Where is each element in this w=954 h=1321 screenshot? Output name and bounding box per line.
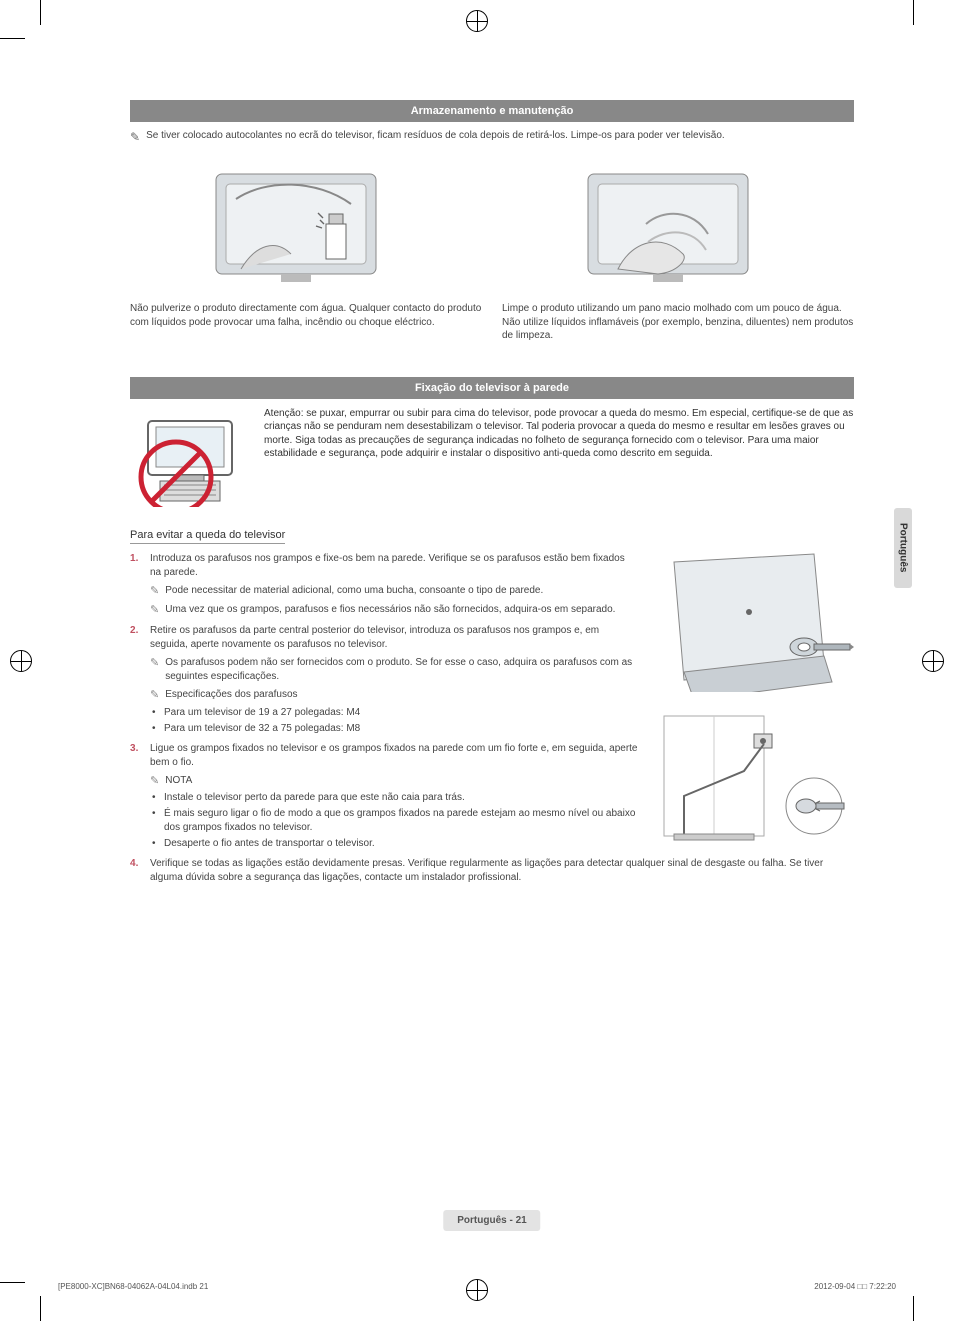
page-content: Armazenamento e manutenção ✎ Se tiver co…: [130, 100, 854, 1251]
section-title-wall: Fixação do televisor à parede: [130, 377, 854, 399]
li1-text: Introduza os parafusos nos grampos e fix…: [150, 553, 625, 578]
list-item-2: Retire os parafusos da parte central pos…: [130, 624, 638, 735]
crop-mark: [913, 1296, 914, 1321]
li1-note1: ✎ Pode necessitar de material adicional,…: [150, 584, 638, 599]
spray-tv-illustration: [130, 154, 482, 294]
list-col: Introduza os parafusos nos grampos e fix…: [130, 552, 638, 858]
warning-text: Atenção: se puxar, empurrar ou subir par…: [264, 407, 854, 507]
page-footer: Português - 21: [443, 1210, 540, 1231]
section-title-storage: Armazenamento e manutenção: [130, 100, 854, 122]
li1-note1-text: Pode necessitar de material adicional, c…: [165, 584, 543, 599]
note-icon: ✎: [150, 584, 159, 599]
registration-mark-icon: [466, 10, 488, 32]
main-list-cont: Verifique se todas as ligações estão dev…: [130, 857, 854, 885]
li1-note2: ✎ Uma vez que os grampos, parafusos e fi…: [150, 603, 638, 618]
wall-anchor-illustration: [654, 706, 854, 846]
warning-row: Atenção: se puxar, empurrar ou subir par…: [130, 407, 854, 507]
registration-mark-icon: [10, 650, 32, 672]
crop-mark: [913, 0, 914, 25]
subhead: Para evitar a queda do televisor: [130, 529, 285, 544]
right-caption: Limpe o produto utilizando um pano macio…: [502, 302, 854, 343]
note-icon: ✎: [150, 656, 159, 684]
registration-mark-icon: [466, 1279, 488, 1301]
list-item-4: Verifique se todas as ligações estão dev…: [130, 857, 854, 885]
subhead-wrap: Para evitar a queda do televisor: [130, 525, 854, 552]
li2-b1: Para um televisor de 19 a 27 polegadas: …: [150, 706, 638, 720]
content-row: Introduza os parafusos nos grampos e fix…: [130, 552, 854, 858]
right-col: Limpe o produto utilizando um pano macio…: [502, 154, 854, 343]
note-icon: ✎: [150, 774, 159, 789]
crop-mark: [0, 38, 25, 39]
top-note-text: Se tiver colocado autocolantes no ecrã d…: [146, 130, 725, 144]
li2-b2: Para um televisor de 32 a 75 polegadas: …: [150, 722, 638, 736]
side-tab-label: Português: [898, 523, 909, 572]
li3-note1: ✎ NOTA: [150, 774, 638, 789]
li2-note2: ✎ Especificações dos parafusos: [150, 688, 638, 703]
main-list: Introduza os parafusos nos grampos e fix…: [130, 552, 638, 852]
crop-mark: [40, 0, 41, 25]
note-icon: ✎: [130, 130, 140, 144]
top-note: ✎ Se tiver colocado autocolantes no ecrã…: [130, 130, 854, 144]
li2-bullets: Para um televisor de 19 a 27 polegadas: …: [150, 706, 638, 736]
tv-back-anchor-illustration: [654, 552, 854, 692]
li3-b3: Desaperte o fio antes de transportar o t…: [150, 837, 638, 851]
doc-meta-left: [PE8000-XC]BN68-04062A-04L04.indb 21: [58, 1282, 208, 1291]
no-climb-icon: [130, 407, 250, 507]
li2-note1: ✎ Os parafusos podem não ser fornecidos …: [150, 656, 638, 684]
crop-mark: [0, 1282, 25, 1283]
crop-mark: [40, 1296, 41, 1321]
li3-b1: Instale o televisor perto da parede para…: [150, 791, 638, 805]
li2-note1-text: Os parafusos podem não ser fornecidos co…: [165, 656, 638, 684]
li2-text: Retire os parafusos da parte central pos…: [150, 625, 599, 650]
li3-bullets: Instale o televisor perto da parede para…: [150, 791, 638, 851]
registration-mark-icon: [922, 650, 944, 672]
li3-text: Ligue os grampos fixados no televisor e …: [150, 743, 638, 768]
image-row: Não pulverize o produto directamente com…: [130, 154, 854, 343]
left-col: Não pulverize o produto directamente com…: [130, 154, 482, 343]
language-side-tab: Português: [894, 508, 912, 588]
wipe-tv-illustration: [502, 154, 854, 294]
li4-text: Verifique se todas as ligações estão dev…: [150, 858, 823, 883]
note-icon: ✎: [150, 603, 159, 618]
li1-note2-text: Uma vez que os grampos, parafusos e fios…: [165, 603, 615, 618]
li3-b2: É mais seguro ligar o fio de modo a que …: [150, 807, 638, 835]
note-icon: ✎: [150, 688, 159, 703]
list-item-3: Ligue os grampos fixados no televisor e …: [130, 742, 638, 851]
li2-note2-text: Especificações dos parafusos: [165, 688, 297, 703]
list-item-1: Introduza os parafusos nos grampos e fix…: [130, 552, 638, 619]
li3-note1-text: NOTA: [165, 774, 192, 789]
left-caption: Não pulverize o produto directamente com…: [130, 302, 482, 329]
doc-meta-right: 2012-09-04 □□ 7:22:20: [814, 1282, 896, 1291]
figure-col: [654, 552, 854, 858]
